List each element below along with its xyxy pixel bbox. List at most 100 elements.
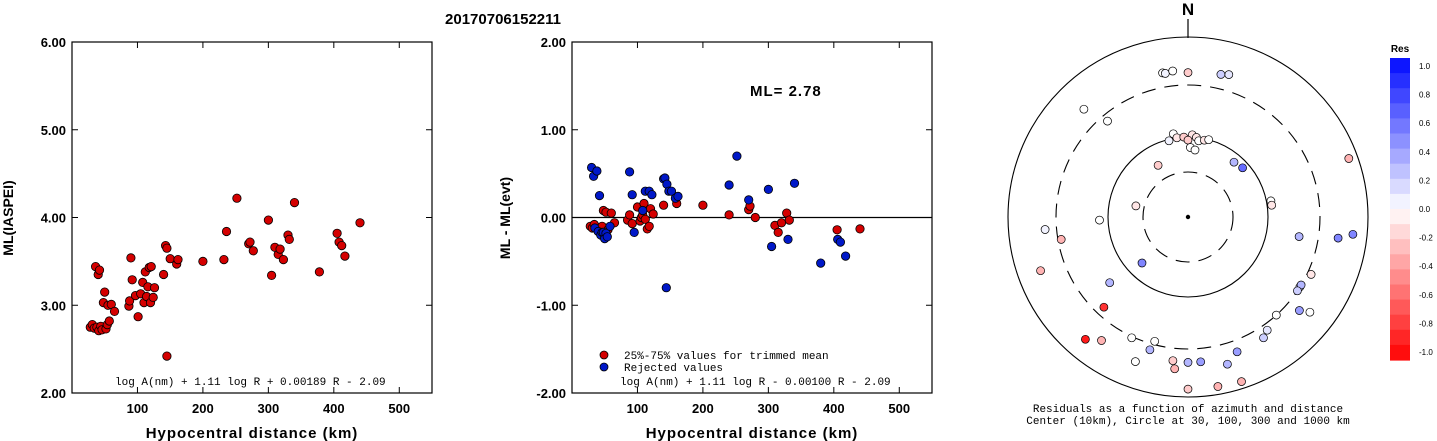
colorbar-segment [1390, 163, 1410, 180]
data-point [724, 210, 734, 220]
data-point [232, 193, 242, 203]
station-marker [1333, 233, 1343, 243]
x-tick-label: 500 [388, 401, 410, 416]
colorbar-tick-label: 0.6 [1419, 119, 1431, 128]
colorbar-tick-label: 0.0 [1419, 205, 1431, 214]
data-point [835, 237, 846, 247]
y-tick-label: 1.00 [541, 123, 566, 138]
data-point [602, 232, 612, 242]
plot2-x-axis: 100 200 300 400 500 [627, 42, 910, 416]
data-point [355, 218, 365, 228]
station-marker [1131, 357, 1140, 366]
data-point [162, 243, 172, 253]
station-marker [1237, 377, 1246, 386]
panel-ml-iaspei: 2.00 3.00 4.00 5.00 6.00 100 200 300 400 500 log… [0, 35, 433, 441]
polar-points [1036, 66, 1358, 394]
plot1-points [85, 193, 365, 361]
colorbar-segment [1390, 133, 1410, 150]
data-point [109, 306, 120, 316]
data-point [648, 209, 658, 219]
station-marker [1131, 201, 1141, 211]
panel-polar-residuals: N Residuals as a function of azimuth and… [1007, 0, 1433, 428]
data-point [763, 184, 774, 194]
data-point [750, 212, 760, 223]
colorbar-segment [1390, 224, 1410, 240]
colorbar-title: Res [1391, 44, 1410, 55]
plot1-y-label: ML(IASPEI) [0, 180, 16, 255]
data-point [332, 228, 342, 238]
colorbar-segment [1390, 73, 1410, 89]
data-point [840, 251, 851, 261]
data-point [127, 275, 137, 285]
station-marker [1259, 333, 1268, 343]
legend-rejected-label: Rejected values [624, 363, 723, 375]
data-point [266, 270, 277, 280]
colorbar-segment [1390, 209, 1410, 225]
plot2-legend: 25%-75% values for trimmed mean Rejected… [599, 350, 829, 375]
data-point [159, 269, 169, 280]
data-point [263, 215, 273, 225]
data-point [784, 215, 794, 225]
station-marker [1099, 302, 1109, 312]
data-point [816, 258, 826, 268]
x-tick-label: 400 [823, 401, 845, 416]
y-tick-label: 5.00 [41, 123, 66, 138]
y-tick-label: 0.00 [541, 211, 566, 226]
plot2-y-axis: -2.00 -1.00 0.00 1.00 2.00 [536, 35, 932, 401]
data-point [744, 195, 754, 205]
y-tick-label: 2.00 [541, 35, 566, 50]
station-marker [1183, 384, 1193, 394]
station-marker [1150, 336, 1160, 346]
colorbar-tick-label: -0.8 [1419, 319, 1433, 328]
data-point [624, 210, 635, 220]
station-marker [1306, 270, 1316, 279]
x-tick-label: 300 [258, 401, 280, 416]
data-point [173, 255, 183, 265]
plot2-x-label: Hypocentral distance (km) [646, 425, 859, 441]
data-point [594, 191, 605, 201]
colorbar-segment [1390, 284, 1410, 301]
data-point [340, 251, 350, 261]
distance-ring [1055, 84, 1321, 350]
station-marker [1295, 306, 1304, 315]
x-tick-label: 200 [192, 401, 214, 416]
station-marker [1238, 163, 1247, 173]
data-point [289, 198, 300, 208]
data-point [278, 255, 288, 265]
data-point [606, 208, 616, 218]
x-tick-label: 200 [692, 401, 714, 416]
colorbar-tick-label: -0.4 [1419, 262, 1433, 271]
y-tick-label: 2.00 [41, 386, 66, 401]
station-marker [1183, 68, 1193, 77]
station-marker [1170, 364, 1180, 374]
y-tick-label: -1.00 [536, 298, 566, 313]
data-point [337, 241, 347, 251]
data-point [198, 256, 208, 266]
data-point [773, 227, 783, 237]
data-point [125, 296, 135, 306]
station-marker [1168, 66, 1178, 76]
station-marker [1216, 70, 1226, 79]
data-point [104, 316, 114, 326]
y-tick-label: -2.00 [536, 386, 566, 401]
station-marker [1196, 357, 1206, 367]
colorbar-tick-label: -0.6 [1419, 291, 1433, 300]
station-marker [1262, 325, 1272, 335]
station-marker [1160, 69, 1170, 78]
station-marker [1305, 307, 1315, 317]
y-tick-label: 6.00 [41, 35, 66, 50]
data-point [766, 241, 777, 252]
colorbar-segment [1390, 344, 1410, 361]
station-marker [1190, 145, 1200, 155]
colorbar-tick-label: 0.8 [1419, 91, 1431, 100]
station-marker [1095, 215, 1104, 225]
colorbar-tick-label: 0.4 [1419, 148, 1431, 157]
station-marker [1036, 266, 1045, 276]
station-marker [1105, 278, 1115, 288]
legend-accepted-label: 25%-75% values for trimmed mean [624, 351, 829, 363]
station-marker [1271, 310, 1281, 320]
data-point [640, 214, 650, 224]
station-marker [1153, 160, 1163, 170]
colorbar-tick-label: 1.0 [1419, 62, 1431, 71]
